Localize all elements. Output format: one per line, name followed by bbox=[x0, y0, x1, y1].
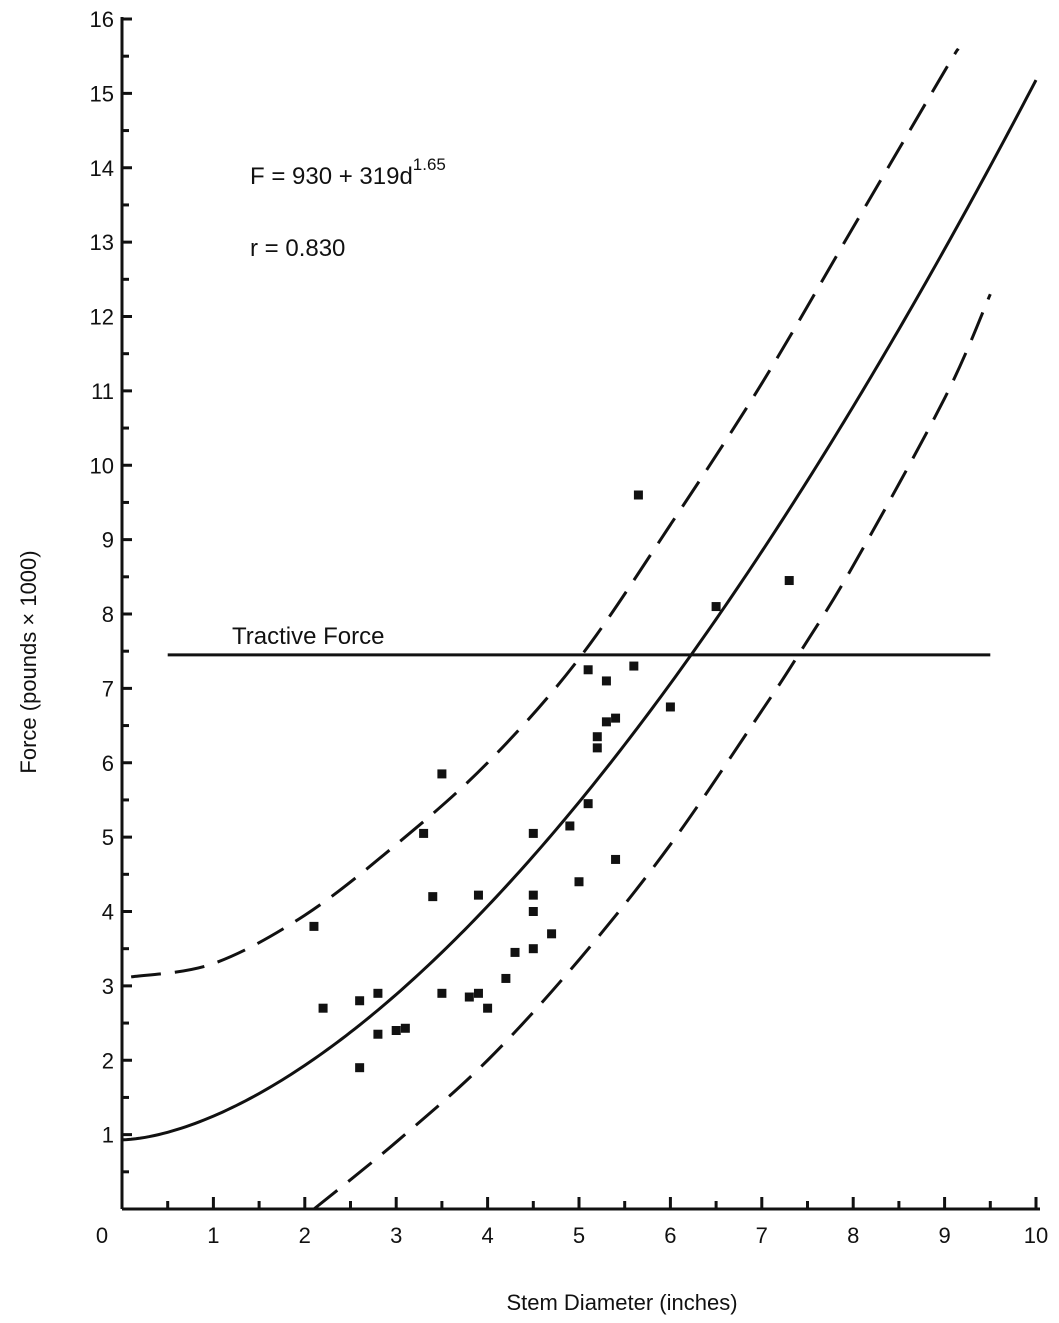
data-point bbox=[437, 988, 447, 998]
y-tick-label: 12 bbox=[90, 305, 114, 330]
data-point bbox=[583, 665, 593, 675]
equation-annotation: F = 930 + 319d1.65 bbox=[250, 155, 446, 190]
data-point bbox=[373, 1029, 383, 1039]
y-tick-label: 16 bbox=[90, 7, 114, 32]
x-tick-label: 8 bbox=[847, 1223, 859, 1248]
data-point bbox=[400, 1023, 410, 1033]
data-point bbox=[547, 929, 557, 939]
y-tick-label: 7 bbox=[102, 676, 114, 701]
x-tick-label: 7 bbox=[756, 1223, 768, 1248]
data-point bbox=[611, 713, 621, 723]
y-tick-label: 5 bbox=[102, 825, 114, 850]
data-point bbox=[629, 661, 639, 671]
y-tick-label: 3 bbox=[102, 974, 114, 999]
data-point bbox=[437, 769, 447, 779]
y-tick-label: 14 bbox=[90, 156, 114, 181]
data-point bbox=[665, 702, 675, 712]
data-point bbox=[592, 732, 602, 742]
data-point bbox=[355, 1063, 365, 1073]
upper-confidence-band bbox=[130, 47, 960, 979]
data-point bbox=[574, 877, 584, 887]
data-point bbox=[473, 988, 483, 998]
data-point bbox=[428, 892, 438, 902]
data-point bbox=[601, 676, 611, 686]
axes bbox=[120, 17, 1040, 1211]
y-tick-label: 13 bbox=[90, 230, 114, 255]
x-tick-label: 4 bbox=[481, 1223, 493, 1248]
data-point bbox=[419, 828, 429, 838]
fit-curve bbox=[121, 79, 1038, 1142]
y-tick-label: 15 bbox=[90, 81, 114, 106]
data-point bbox=[528, 828, 538, 838]
x-tick-label: 2 bbox=[299, 1223, 311, 1248]
x-tick-label: 1 bbox=[207, 1223, 219, 1248]
x-tick-label: 3 bbox=[390, 1223, 402, 1248]
correlation-annotation: r = 0.830 bbox=[250, 235, 345, 262]
x-tick-label: 6 bbox=[664, 1223, 676, 1248]
data-points bbox=[309, 490, 794, 1073]
data-point bbox=[373, 988, 383, 998]
data-point bbox=[528, 890, 538, 900]
data-point bbox=[391, 1026, 401, 1035]
equation-exponent: 1.65 bbox=[413, 155, 446, 174]
y-tick-label: 9 bbox=[102, 528, 114, 553]
data-point bbox=[601, 717, 611, 727]
lower-confidence-band bbox=[312, 293, 992, 1211]
x-axis-title: Stem Diameter (inches) bbox=[506, 1290, 737, 1315]
curves bbox=[121, 47, 1038, 1211]
data-point bbox=[464, 992, 474, 1002]
data-point bbox=[592, 743, 602, 753]
data-point bbox=[528, 944, 538, 954]
data-point bbox=[483, 1003, 493, 1013]
data-point bbox=[633, 490, 643, 500]
data-point bbox=[501, 973, 511, 983]
data-point bbox=[510, 947, 520, 957]
y-tick-label: 1 bbox=[102, 1123, 114, 1148]
data-point bbox=[528, 907, 538, 916]
data-point bbox=[611, 854, 621, 864]
data-point bbox=[583, 799, 593, 809]
y-tick-label: 4 bbox=[102, 900, 114, 925]
y-tick-label: 8 bbox=[102, 602, 114, 627]
data-point bbox=[309, 921, 319, 931]
y-tick-label: 11 bbox=[91, 379, 114, 404]
y-tick-label: 6 bbox=[102, 751, 114, 776]
data-point bbox=[318, 1003, 328, 1013]
y-axis-title: Force (pounds × 1000) bbox=[16, 550, 41, 773]
equation-main: F = 930 + 319d bbox=[250, 163, 413, 190]
y-tick-label: 10 bbox=[90, 453, 114, 478]
labels: Stem Diameter (inches) Force (pounds × 1… bbox=[16, 155, 738, 1315]
data-point bbox=[473, 890, 483, 900]
x-tick-label: 9 bbox=[938, 1223, 950, 1248]
x-tick-label: 10 bbox=[1024, 1223, 1048, 1248]
data-point bbox=[355, 996, 365, 1006]
tractive-force-label: Tractive Force bbox=[232, 623, 384, 650]
x-tick-label: 5 bbox=[573, 1223, 585, 1248]
data-point bbox=[784, 576, 794, 586]
data-point bbox=[565, 821, 575, 831]
y-tick-label: 2 bbox=[102, 1048, 114, 1073]
origin-label: 0 bbox=[96, 1223, 108, 1248]
data-point bbox=[711, 602, 721, 612]
